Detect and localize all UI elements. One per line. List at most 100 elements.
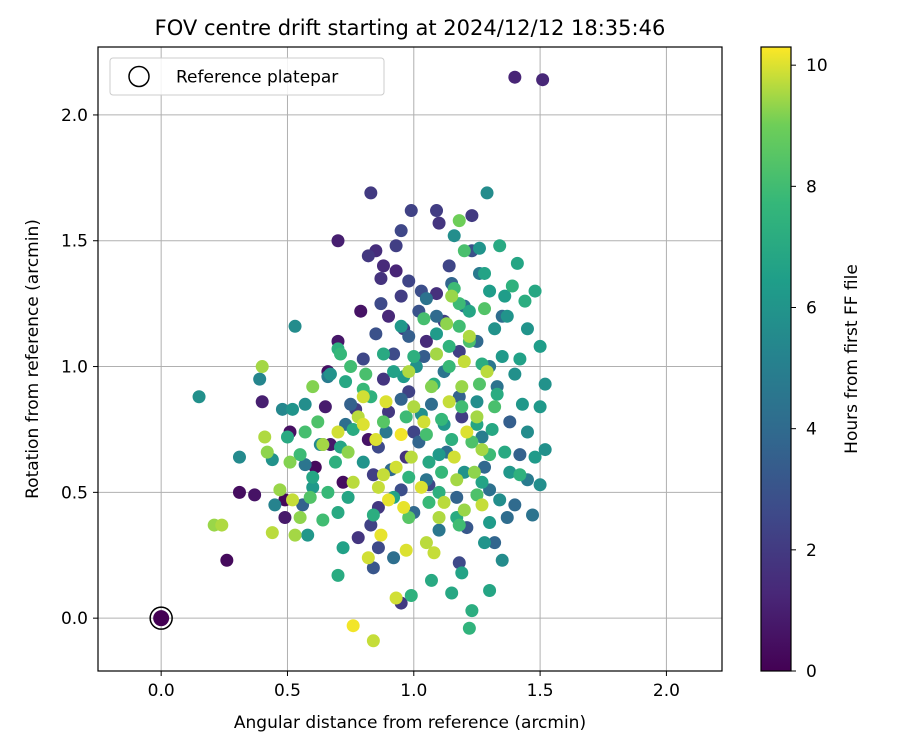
- data-point: [513, 468, 527, 482]
- data-point: [260, 445, 274, 459]
- data-point: [520, 425, 534, 439]
- data-point: [402, 274, 416, 288]
- data-point: [505, 279, 519, 293]
- data-point: [346, 422, 360, 436]
- data-point: [258, 430, 272, 444]
- data-point: [503, 415, 517, 429]
- data-point: [298, 458, 312, 472]
- data-point: [394, 319, 408, 333]
- data-point: [528, 284, 542, 298]
- data-point: [478, 460, 492, 474]
- data-point: [432, 485, 446, 499]
- data-point: [404, 450, 418, 464]
- data-point: [356, 417, 370, 431]
- data-point: [483, 516, 497, 530]
- data-point: [376, 259, 390, 273]
- data-point: [533, 478, 547, 492]
- data-point: [452, 518, 466, 532]
- data-point: [510, 256, 524, 270]
- data-point: [437, 495, 451, 509]
- data-point: [488, 536, 502, 550]
- data-point: [475, 443, 489, 457]
- legend-box: [109, 57, 385, 96]
- data-point: [533, 400, 547, 414]
- data-point: [457, 244, 471, 258]
- data-point: [528, 450, 542, 464]
- data-point: [255, 360, 269, 374]
- data-point: [293, 448, 307, 462]
- data-point: [452, 390, 466, 404]
- reference-marker: [149, 606, 173, 630]
- data-point: [215, 518, 229, 532]
- data-point: [232, 450, 246, 464]
- data-point: [371, 480, 385, 494]
- data-point: [515, 397, 529, 411]
- data-point: [445, 433, 459, 447]
- data-point: [495, 349, 509, 363]
- data-point: [321, 485, 335, 499]
- data-point: [422, 495, 436, 509]
- data-point: [419, 427, 433, 441]
- data-point: [480, 365, 494, 379]
- data-point: [379, 395, 393, 409]
- data-point: [533, 339, 547, 353]
- data-point: [387, 551, 401, 565]
- data-point: [447, 229, 461, 243]
- data-point: [306, 380, 320, 394]
- data-point: [455, 400, 469, 414]
- data-point: [356, 352, 370, 366]
- data-point: [465, 604, 479, 618]
- data-point: [442, 339, 456, 353]
- data-point: [379, 425, 393, 439]
- data-point: [500, 511, 514, 525]
- data-point: [430, 287, 444, 301]
- data-point: [293, 511, 307, 525]
- data-point: [508, 498, 522, 512]
- data-point: [364, 518, 378, 532]
- data-point: [455, 410, 469, 424]
- colorbar-tick-label: 6: [806, 299, 817, 319]
- data-point: [452, 319, 466, 333]
- data-point: [475, 430, 489, 444]
- data-point: [286, 493, 300, 507]
- data-point: [407, 425, 421, 439]
- data-point: [493, 493, 507, 507]
- data-point: [288, 319, 302, 333]
- data-point: [432, 523, 446, 537]
- data-point: [440, 317, 454, 331]
- data-point: [298, 425, 312, 439]
- data-point: [374, 528, 388, 542]
- data-point: [265, 526, 279, 540]
- data-point: [417, 349, 431, 363]
- data-point: [419, 334, 433, 348]
- data-point: [432, 511, 446, 525]
- colorbar-label: Hours from first FF file: [842, 264, 862, 454]
- data-point: [445, 586, 459, 600]
- data-point: [253, 372, 267, 386]
- colorbar-gradient: [760, 46, 792, 672]
- data-point: [344, 360, 358, 374]
- data-point: [500, 309, 514, 323]
- data-point: [513, 352, 527, 366]
- data-point: [460, 425, 474, 439]
- data-point: [323, 367, 337, 381]
- data-point: [430, 204, 444, 218]
- data-point: [402, 511, 416, 525]
- data-point: [369, 433, 383, 447]
- data-point: [520, 322, 534, 336]
- data-point: [371, 541, 385, 555]
- data-point: [354, 304, 368, 318]
- data-point: [376, 347, 390, 361]
- data-point: [498, 445, 512, 459]
- data-point: [286, 402, 300, 416]
- data-point: [450, 473, 464, 487]
- data-point: [442, 360, 456, 374]
- data-point: [389, 460, 403, 474]
- data-point: [402, 329, 416, 343]
- data-point: [351, 531, 365, 545]
- data-point: [427, 546, 441, 560]
- data-point: [432, 216, 446, 230]
- data-point: [508, 367, 522, 381]
- data-point: [417, 312, 431, 326]
- data-point: [490, 387, 504, 401]
